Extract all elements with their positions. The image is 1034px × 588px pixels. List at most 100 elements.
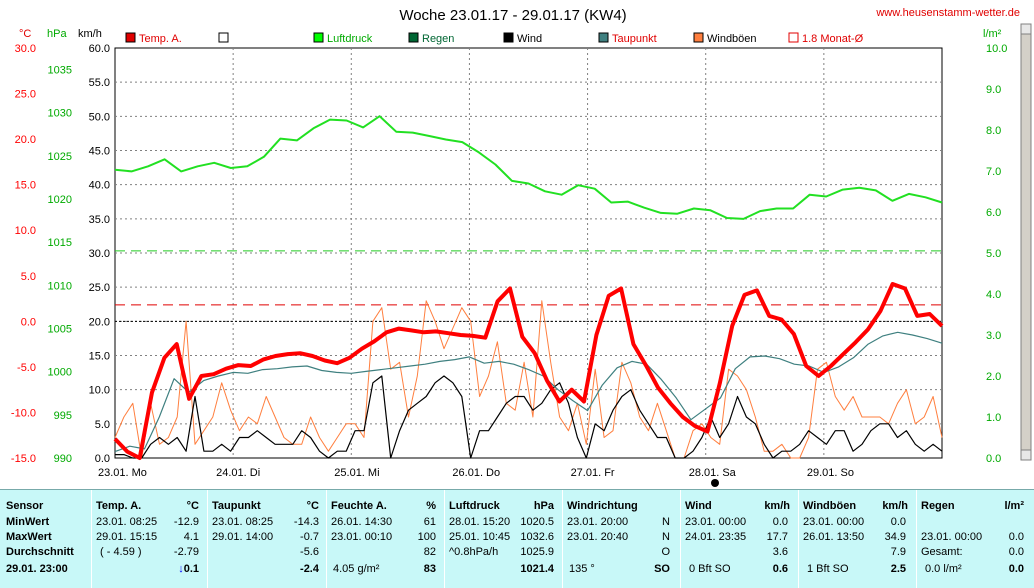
temp-tick-label: -10.0 <box>11 407 36 419</box>
temp-current-value: 0.1 <box>183 563 199 575</box>
max-row-label: MaxWert <box>6 531 52 543</box>
legend-label: Windböen <box>707 33 757 45</box>
wind-max-time: 24.01. 23:35 <box>685 531 747 543</box>
pressure-tick-label: 990 <box>54 453 72 465</box>
speed-tick-label: 35.0 <box>89 214 110 226</box>
dir-avg-value: O <box>661 546 670 558</box>
current-time-label: 29.01. 23:00 <box>6 563 68 575</box>
gust-max-time: 26.01. 13:50 <box>803 531 865 543</box>
stats-col-wind: Wind km/h 23.01. 00:00 0.0 24.01. 23:35 17.… <box>680 490 796 588</box>
dir-min-time: 23.01. 20:00 <box>567 516 629 528</box>
pressure-line <box>114 115 943 220</box>
avg-row-label: Durchschnitt <box>6 546 74 558</box>
chart-title: Woche 23.01.17 - 29.01.17 (KW4) <box>399 7 626 24</box>
temp-unit: °C <box>186 500 199 512</box>
rain-tick-label: 7.0 <box>986 166 1001 178</box>
press-max-value: 1032.6 <box>520 531 554 543</box>
pressure-tick-label: 1025 <box>48 151 72 163</box>
dir-max-time: 23.01. 20:40 <box>567 531 629 543</box>
legend-label: Luftdruck <box>327 33 373 45</box>
press-header: Luftdruck <box>449 500 500 512</box>
stats-col-humidity: Feuchte A.% 26.01. 14:30 61 23.01. 00:10 1… <box>326 490 442 588</box>
temp-tick-label: 5.0 <box>21 271 36 283</box>
legend-item-gust[interactable]: Windböen <box>693 32 757 45</box>
pressure-tick-label: 1010 <box>48 280 72 292</box>
temp-tick-label: 30.0 <box>15 43 36 55</box>
stats-col-winddir: Windrichtung 23.01. 20:00 N 23.01. 20:40 N… <box>562 490 678 588</box>
gust-min-time: 23.01. 00:00 <box>803 516 865 528</box>
legend-item-rain[interactable]: Regen <box>408 32 454 45</box>
stats-col-sensor: Sensor MinWert MaxWert Durchschnitt 29.0… <box>4 490 88 588</box>
legend-label: Regen <box>422 33 454 45</box>
gust-min-value: 0.0 <box>890 516 906 528</box>
legend-item-month-avg[interactable]: 1.8 Monat-Ø <box>788 32 864 45</box>
gust-line <box>114 300 943 459</box>
speed-tick-label: 45.0 <box>89 146 110 158</box>
press-min-time: 28.01. 15:20 <box>449 516 511 528</box>
dew-header: Taupunkt <box>212 500 261 512</box>
gust-bft: 1 Bft SO <box>807 563 849 575</box>
legend-item-wind[interactable]: Wind <box>503 32 542 45</box>
press-current-value: 1021.4 <box>520 563 554 575</box>
speed-tick-label: 60.0 <box>89 43 110 55</box>
x-tick-label: 25.01. Mi <box>334 467 379 479</box>
pressure-tick-label: 1015 <box>48 237 72 249</box>
rain-tick-label: 10.0 <box>986 43 1007 55</box>
wind-unit: km/h <box>764 500 790 512</box>
plot-frame <box>114 47 943 459</box>
press-min-value: 1020.5 <box>520 516 554 528</box>
rain-tick-label: 6.0 <box>986 207 1001 219</box>
wind-current-value: 0.6 <box>772 563 788 575</box>
scroll-up-button[interactable] <box>1020 23 1032 35</box>
legend-item-empty[interactable] <box>218 32 229 43</box>
gust-current-value: 2.5 <box>890 563 906 575</box>
trend-down-icon: ↓ <box>178 563 184 575</box>
temp-tick-label: 10.0 <box>15 225 36 237</box>
rain-max-value: 0.0 <box>1008 531 1024 543</box>
speed-tick-label: 20.0 <box>89 316 110 328</box>
temp-min-value: -12.9 <box>173 516 199 528</box>
legend-label: 1.8 Monat-Ø <box>802 33 864 45</box>
pressure-tick-label: 1000 <box>48 367 72 379</box>
speed-tick-label: 0.0 <box>95 453 110 465</box>
speed-tick-label: 10.0 <box>89 385 110 397</box>
legend-item-pressure[interactable]: Luftdruck <box>313 32 373 45</box>
temp-max-time: 29.01. 15:15 <box>96 531 158 543</box>
rain-total-value: 0.0 <box>1008 546 1024 558</box>
pressure-tick-label: 1020 <box>48 194 72 206</box>
press-trend: ^0.8hPa/h <box>449 546 499 558</box>
rain-tick-label: 5.0 <box>986 248 1001 260</box>
pressure-tick-label: 1005 <box>48 324 72 336</box>
speed-tick-label: 30.0 <box>89 248 110 260</box>
temp-max-value: 4.1 <box>183 531 199 543</box>
temp-tick-label: -5.0 <box>17 362 36 374</box>
speed-tick-label: 55.0 <box>89 77 110 89</box>
rain-current-value: 0.0 <box>1008 563 1024 575</box>
x-tick-label: 28.01. Sa <box>689 467 737 479</box>
temp-tick-label: -15.0 <box>11 453 36 465</box>
wind-bft: 0 Bft SO <box>689 563 731 575</box>
legend-item-dewpoint[interactable]: Taupunkt <box>598 32 657 45</box>
stats-col-gust: Windböen km/h 23.01. 00:00 0.0 26.01. 13:5… <box>798 490 914 588</box>
dew-avg-value: -5.6 <box>300 546 319 558</box>
website-link[interactable]: www.heusenstamm-wetter.de <box>875 7 1020 19</box>
wind-line <box>115 375 943 459</box>
hum-unit: % <box>426 500 436 512</box>
x-tick-label: 27.01. Fr <box>571 467 615 479</box>
wind-avg-value: 3.6 <box>772 546 788 558</box>
legend: Temp. A. Luftdruck Regen Wind Taupunkt W… <box>125 32 864 45</box>
gust-unit: km/h <box>882 500 908 512</box>
dew-max-time: 29.01. 14:00 <box>212 531 274 543</box>
dir-header: Windrichtung <box>567 500 638 512</box>
rain-tick-label: 2.0 <box>986 371 1001 383</box>
rain-tick-label: 4.0 <box>986 289 1001 301</box>
scrollbar[interactable] <box>1020 23 1032 461</box>
dew-unit: °C <box>306 500 319 512</box>
temp-avg-value: -2.79 <box>173 546 199 558</box>
rain-unit: l/m² <box>1004 500 1024 512</box>
legend-item-temp[interactable]: Temp. A. <box>125 32 182 45</box>
scroll-down-button[interactable] <box>1020 449 1032 461</box>
wind-min-value: 0.0 <box>772 516 788 528</box>
dew-min-time: 23.01. 08:25 <box>212 516 274 528</box>
gust-header: Windböen <box>803 500 857 512</box>
